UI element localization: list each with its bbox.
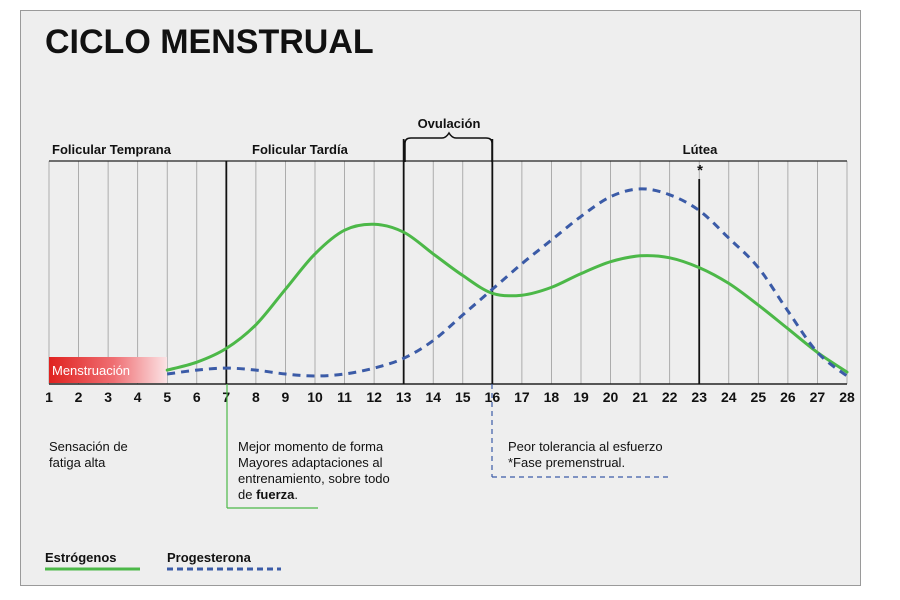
x-tick-label: 1 [45,389,53,405]
annotation-best-form-line-1: Mejor momento de forma [238,439,384,454]
annotation-fatigue-line-1: Sensación de [49,439,128,454]
marker-asterisk: * [697,162,703,179]
series-line-estrogenos [165,222,849,374]
x-tick-label: 18 [544,389,560,405]
x-tick-label: 15 [455,389,471,405]
x-tick-label: 13 [396,389,412,405]
x-tick-label: 5 [163,389,171,405]
annotation-suffix: . [294,487,298,502]
x-tick-label: 25 [751,389,767,405]
x-tick-labels: 1 2 3 4 5 6 7 8 9 10 11 12 13 14 15 16 17 18 19 20 21 22 23 24 2… [45,389,855,405]
ovulation-label: Ovulación [418,116,481,131]
x-tick-label: 19 [573,389,589,405]
x-tick-label: 27 [810,389,826,405]
annotation-prefix: de [238,487,256,502]
legend: Estrógenos Progesterona [45,550,281,571]
x-tick-label: 2 [75,389,83,405]
annotation-worst-line-2: *Fase premenstrual. [508,455,625,470]
ovulation-bracket [404,131,493,162]
x-tick-label: 28 [839,389,855,405]
annotation-fatigue-line-2: fatiga alta [49,455,106,470]
annotation-bold-word: fuerza [256,487,295,502]
x-tick-label: 14 [425,389,441,405]
annotation-best-form-line-2: Mayores adaptaciones al [238,455,383,470]
annotation-best-form-line-4: de fuerza. [238,487,298,502]
x-tick-label: 17 [514,389,530,405]
annotation-best-form-line-3: entrenamiento, sobre todo [238,471,390,486]
x-tick-label: 11 [337,389,352,405]
menstruation-label: Menstruación [52,363,130,378]
phase-label-folicular-tardia: Folicular Tardía [252,142,349,157]
x-tick-label: 4 [134,389,142,405]
x-tick-label: 20 [603,389,619,405]
annotation-worst-line-1: Peor tolerancia al esfuerzo [508,439,663,454]
x-tick-label: 22 [662,389,678,405]
grid-lines [48,161,848,384]
x-tick-label: 9 [282,389,290,405]
phase-label-folicular-temprana: Folicular Temprana [52,142,172,157]
x-tick-label: 6 [193,389,201,405]
x-tick-label: 8 [252,389,260,405]
chart-title: CICLO MENSTRUAL [45,23,374,61]
series-line-progesterona [167,187,848,378]
legend-label-estrogenos: Estrógenos [45,550,117,565]
annotation-worst-tolerance: Peor tolerancia al esfuerzo *Fase premen… [491,384,671,478]
legend-label-progesterona: Progesterona [167,550,252,565]
x-tick-label: 10 [307,389,323,405]
x-tick-label: 21 [632,389,648,405]
series-lines [165,187,849,378]
x-tick-label: 3 [104,389,112,405]
phase-label-lutea: Lútea [683,142,718,157]
x-tick-label: 23 [691,389,707,405]
chart-svg: CICLO MENSTRUAL Folicular Temprana Folic… [45,23,855,571]
annotation-best-form: Mejor momento de forma Mayores adaptacio… [226,384,390,509]
chart-frame: CICLO MENSTRUAL Folicular Temprana Folic… [20,10,861,586]
x-tick-label: 26 [780,389,796,405]
menstruation-bar [49,357,167,383]
x-tick-label: 12 [366,389,382,405]
annotation-fatigue: Sensación de fatiga alta [49,439,128,470]
x-tick-label: 24 [721,389,737,405]
